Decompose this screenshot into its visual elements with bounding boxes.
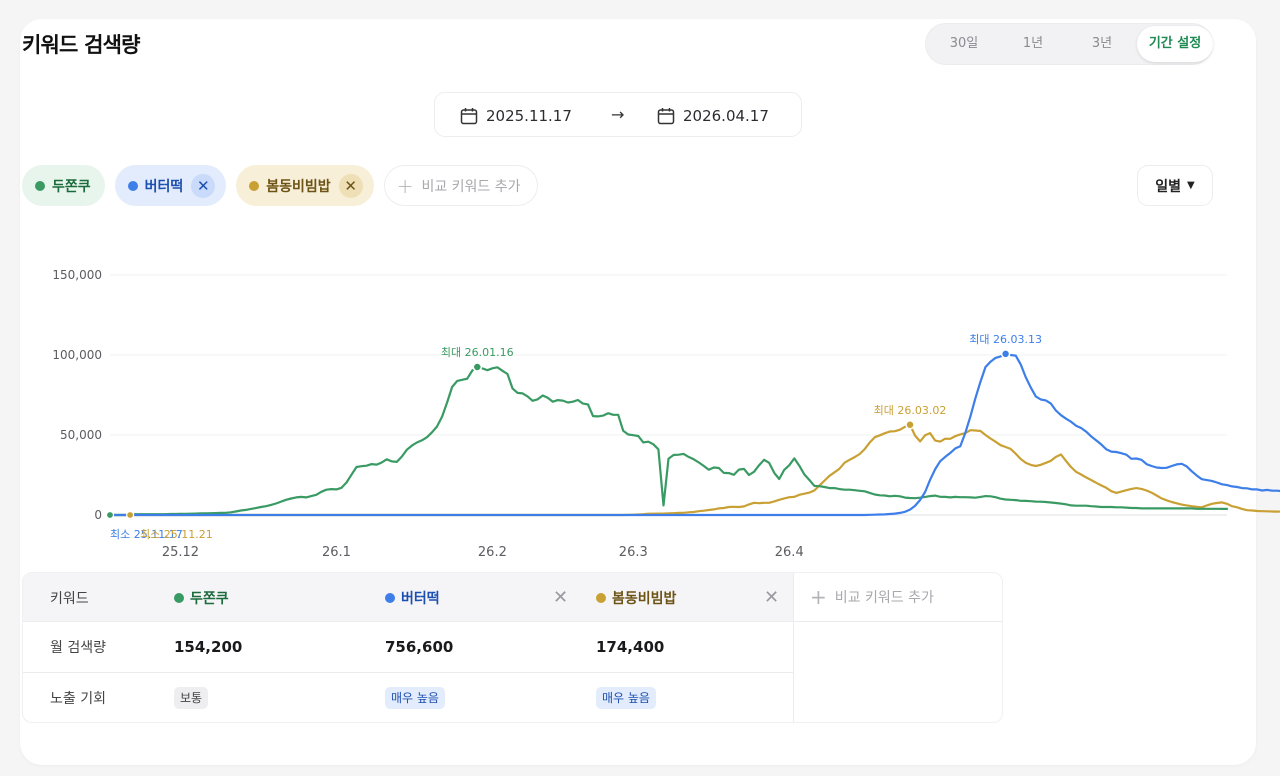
exposure-cell: 매우 높음: [596, 673, 656, 722]
keyword-chip-label: 두쫀쿠: [52, 178, 91, 195]
add-keyword-label: 비교 키워드 추가: [421, 178, 521, 195]
x-tick-label: 26.2: [478, 545, 507, 560]
green-dot: [35, 180, 45, 191]
y-tick-label: 50,000: [60, 428, 102, 442]
min-label: 최소 25.11.17: [110, 528, 183, 541]
peak-label: 최대 26.01.16: [441, 346, 514, 359]
exposure-cell: 보통: [174, 673, 209, 722]
close-icon[interactable]: ✕: [764, 587, 780, 608]
close-icon[interactable]: ✕: [553, 587, 569, 608]
tab-30-days[interactable]: 30일: [949, 36, 979, 51]
blue-dot: [385, 592, 395, 603]
volume-line-chart: 150,000 100,000 50,000 0 25.12 26.1 26.2 26.3 26…: [52, 268, 1280, 560]
header-keyword-butter-tteok: 버터떡: [385, 573, 440, 622]
exposure-cell: 매우 높음: [385, 673, 445, 722]
keyword-chip-bomdong-bibimbap[interactable]: 봄동비빔밥 ✕: [236, 165, 374, 206]
y-tick-label: 150,000: [52, 268, 102, 282]
table-add-keyword-button[interactable]: + 비교 키워드 추가: [794, 573, 1002, 622]
min-marker: [105, 510, 115, 520]
green-dot: [174, 592, 184, 603]
start-date: 2025.11.17: [486, 106, 572, 125]
series-line: [108, 352, 1280, 517]
keyword-chip-dujjonku[interactable]: 두쫀쿠: [22, 165, 105, 206]
series-line: [108, 423, 1280, 517]
peak-marker: [472, 362, 483, 372]
exposure-badge-bomdong-bibimbap: 매우 높음: [596, 687, 656, 709]
monthly-volume-butter-tteok: 756,600: [385, 638, 454, 656]
end-date-field[interactable]: 2026.04.17: [657, 93, 769, 138]
blue-dot: [127, 180, 138, 191]
table-header: [23, 573, 793, 622]
row-label-exposure: 노출 기회: [50, 691, 106, 707]
yellow-dot: [249, 180, 260, 191]
period-select-value: 일별: [1155, 178, 1182, 195]
series-line: [108, 365, 1229, 517]
min-label: 최소 25.11.21: [140, 528, 213, 541]
calendar-icon: [460, 107, 478, 124]
tab-1-year[interactable]: 1년: [1022, 36, 1044, 51]
tab-3-years[interactable]: 3년: [1091, 36, 1113, 51]
chevron-down-icon: ▼: [1187, 180, 1195, 191]
range-tab-group: 30일 1년 3년 기간 설정: [925, 23, 1213, 65]
close-icon[interactable]: ✕: [191, 173, 216, 198]
min-marker: [126, 510, 135, 520]
y-tick-label: 100,000: [52, 348, 102, 362]
header-keyword-text: 버터떡: [401, 590, 440, 607]
keyword-chips: 두쫀쿠 버터떡 ✕ 봄동비빔밥 ✕ + 비교 키워드 추가: [22, 165, 548, 206]
plus-icon: +: [810, 585, 827, 609]
page-title: 키워드 검색량: [22, 33, 140, 57]
monthly-volume-dujjonku: 154,200: [174, 638, 243, 656]
peak-marker: [905, 420, 915, 430]
header-keyword-label: 키워드: [50, 590, 89, 607]
yellow-dot: [596, 592, 606, 603]
period-select[interactable]: 일별 ▼: [1137, 165, 1213, 206]
peak-marker: [1000, 349, 1011, 359]
table-add-keyword-label: 비교 키워드 추가: [834, 590, 934, 606]
header-keyword-text: 두쫀쿠: [190, 590, 229, 607]
y-tick-label: 0: [94, 508, 102, 522]
row-label-monthly-volume: 월 검색량: [50, 640, 106, 656]
header-keyword-dujjonku: 두쫀쿠: [174, 573, 229, 622]
exposure-badge-dujjonku: 보통: [174, 687, 209, 709]
close-icon[interactable]: ✕: [338, 173, 363, 198]
tab-custom-range[interactable]: 기간 설정: [1137, 26, 1213, 62]
x-tick-label: 26.4: [775, 545, 804, 560]
keyword-volume-card: [20, 19, 1256, 765]
exposure-badge-butter-tteok: 매우 높음: [385, 687, 445, 709]
peak-label: 최대 26.03.13: [969, 333, 1042, 346]
peak-label: 최대 26.03.02: [874, 404, 947, 417]
x-tick-label: 26.3: [619, 545, 648, 560]
header-keyword-text: 봄동비빔밥: [612, 590, 677, 607]
add-keyword-button[interactable]: + 비교 키워드 추가: [383, 165, 538, 206]
plus-icon: +: [396, 173, 414, 198]
date-arrow: →: [611, 105, 625, 124]
start-date-field[interactable]: 2025.11.17: [460, 93, 572, 138]
keyword-chip-label: 봄동비빔밥: [266, 178, 331, 195]
date-range-picker: 2025.11.17 → 2026.04.17: [434, 92, 802, 137]
header-keyword-bomdong-bibimbap: 봄동비빔밥: [596, 573, 676, 622]
x-tick-label: 26.1: [322, 545, 351, 560]
add-keyword-column: + 비교 키워드 추가: [793, 573, 1002, 722]
x-tick-label: 25.12: [162, 545, 199, 560]
keyword-chip-label: 버터떡: [144, 178, 184, 195]
keyword-chip-butter-tteok[interactable]: 버터떡 ✕: [114, 165, 227, 206]
monthly-volume-bomdong-bibimbap: 174,400: [596, 638, 665, 656]
row-divider: [23, 672, 793, 673]
calendar-icon: [657, 107, 675, 124]
end-date: 2026.04.17: [683, 106, 769, 125]
keyword-comparison-table: 키워드 두쫀쿠 버터떡 ✕ 봄동비빔밥 ✕ 월 검색량 154,200 756,…: [22, 572, 1003, 723]
